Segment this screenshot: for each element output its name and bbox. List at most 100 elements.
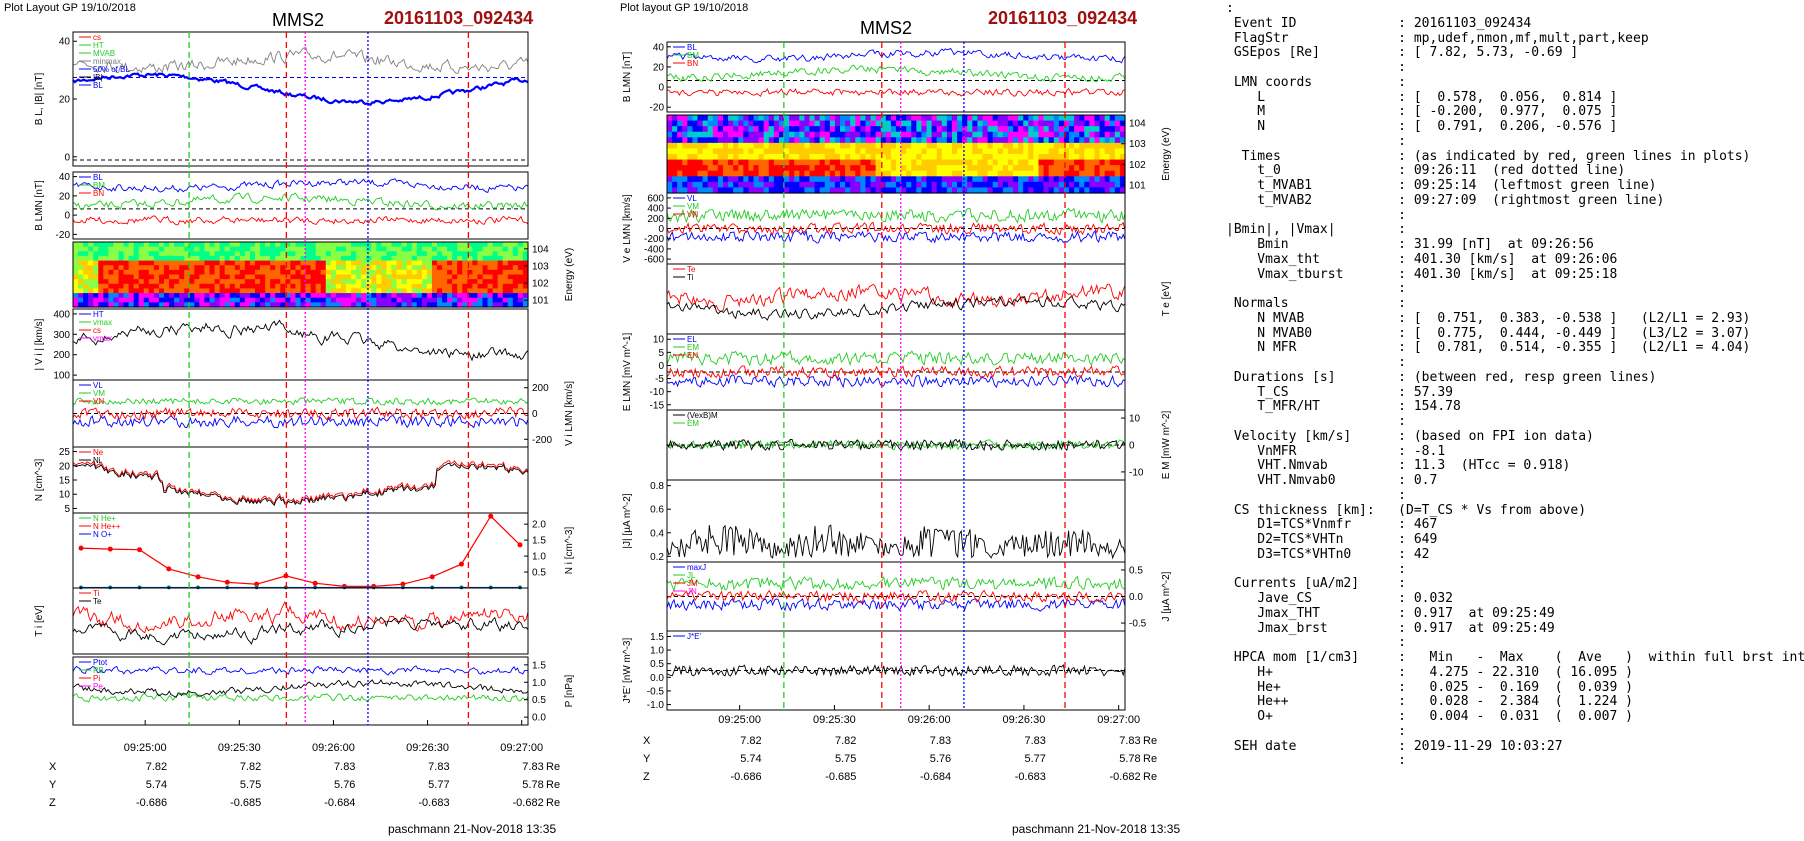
spectrogram-cell <box>487 297 494 303</box>
spectrogram-cell <box>834 154 841 161</box>
spectrogram-cell <box>310 288 317 294</box>
spectrogram-cell <box>1063 181 1070 189</box>
ephemeris-unit: Re <box>1143 771 1157 783</box>
spectrogram-cell <box>285 279 291 285</box>
spectrogram-cell <box>290 246 297 252</box>
info-line: Vmax_tht : 401.30 [km/s] at 09:26:06 <box>1226 251 1618 267</box>
spectrogram-cell <box>977 115 984 122</box>
spectrogram-cell <box>1002 181 1009 189</box>
spectrogram-cell <box>672 159 678 166</box>
spectrogram-cell <box>931 131 938 138</box>
spectrogram-cell <box>748 154 755 161</box>
spectrogram-cell <box>219 297 226 303</box>
spectrogram-cell <box>295 283 302 290</box>
spectrogram-cell <box>850 159 856 166</box>
spectrogram-cell <box>687 137 694 144</box>
spectrogram-cell <box>1104 115 1111 122</box>
spectrogram-cell <box>722 159 729 166</box>
spectrogram-cell <box>462 251 468 257</box>
spectrogram-cell <box>335 279 342 285</box>
spectrogram-cell <box>667 181 673 189</box>
spectrogram-cell <box>941 176 948 183</box>
spectrogram-cell <box>773 170 780 177</box>
spectrogram-cell <box>936 176 943 183</box>
spectrogram-cell <box>517 260 524 266</box>
spectrogram-cell <box>921 181 928 189</box>
spectrogram-cell <box>814 181 821 189</box>
spectrogram-cell <box>78 297 84 303</box>
spectrogram-cell <box>148 302 155 308</box>
spectrogram-cell <box>814 126 821 133</box>
spectrogram-cell <box>702 187 709 194</box>
spectrogram-cell <box>799 187 805 194</box>
spectrogram-cell <box>931 187 938 194</box>
spectrogram-cell <box>421 297 428 303</box>
spectrogram-cell <box>687 126 694 133</box>
spectrogram-cell <box>1053 148 1060 155</box>
spectrogram-cell <box>78 283 84 290</box>
spectrogram-cell <box>457 260 463 266</box>
spectrogram-cell <box>1038 148 1045 155</box>
series-blue <box>72 665 529 676</box>
time-tick-label: 09:26:30 <box>406 742 449 754</box>
spectrogram-cell <box>108 297 115 303</box>
series-black <box>72 679 529 698</box>
spectrogram-cell <box>946 137 953 144</box>
spectrogram-cell <box>784 120 790 127</box>
spectrogram-cell <box>809 159 816 166</box>
spectrogram-cell <box>682 131 688 138</box>
spectrogram-cell <box>437 269 443 276</box>
spectrogram-cell <box>224 260 231 266</box>
spectrogram-cell <box>977 154 984 161</box>
spectrogram-cell <box>285 255 291 262</box>
spectrogram-cell <box>834 170 841 177</box>
spectrogram-cell <box>707 176 714 183</box>
spectrogram-cell <box>1094 154 1101 161</box>
spectrogram-cell <box>1063 176 1070 183</box>
spectrogram-cell <box>885 148 892 155</box>
spectrogram-cell <box>1069 137 1075 144</box>
spectrogram-cell <box>239 302 246 308</box>
spectrogram-cell <box>972 115 979 122</box>
ephemeris-value: 5.78 <box>522 779 543 791</box>
spectrogram-cell <box>330 269 337 276</box>
spectrogram-cell <box>340 265 347 271</box>
spectrogram-cell <box>677 170 683 177</box>
spectrogram-cell <box>728 126 734 133</box>
spectrogram-cell <box>728 131 734 138</box>
spectrogram-cell <box>860 115 867 122</box>
spectrogram-cell <box>371 269 377 276</box>
spectrogram-cell <box>437 246 443 252</box>
spectrogram-cell <box>926 137 933 144</box>
series-blue <box>666 374 1126 389</box>
spectrogram-cell <box>199 260 206 266</box>
spectrogram-cell <box>169 288 175 294</box>
axis-left-tick-label: 200 <box>53 350 70 361</box>
spectrogram-cell <box>285 297 291 303</box>
series-blue <box>72 414 529 429</box>
spectrogram-cell <box>1033 154 1040 161</box>
spectrogram-cell <box>265 302 271 308</box>
jlmn-legend-label: JL <box>687 571 696 580</box>
spectrogram-cell <box>814 137 821 144</box>
spectrogram-cell <box>880 120 887 127</box>
spectrogram-cell <box>890 126 897 133</box>
spectrogram-cell <box>366 242 372 248</box>
spectrogram-cell <box>1104 148 1111 155</box>
spectrogram-cell <box>1043 181 1050 189</box>
axis-left-tick-label: 100 <box>53 371 70 382</box>
spectrogram-cell <box>346 265 352 271</box>
spectrogram-cell <box>1007 115 1014 122</box>
spectrogram-cell <box>1074 170 1080 177</box>
spectrogram-cell <box>356 246 362 252</box>
spectrogram-cell <box>244 246 251 252</box>
spectrogram-cell <box>901 115 907 122</box>
spectrogram-cell <box>845 137 851 144</box>
spectrogram-cell <box>512 242 519 248</box>
ephemeris-value: 7.82 <box>740 735 761 747</box>
spectrogram-cell <box>819 170 826 177</box>
spectrogram-cell <box>758 165 765 172</box>
spectrogram-cell <box>249 283 256 290</box>
